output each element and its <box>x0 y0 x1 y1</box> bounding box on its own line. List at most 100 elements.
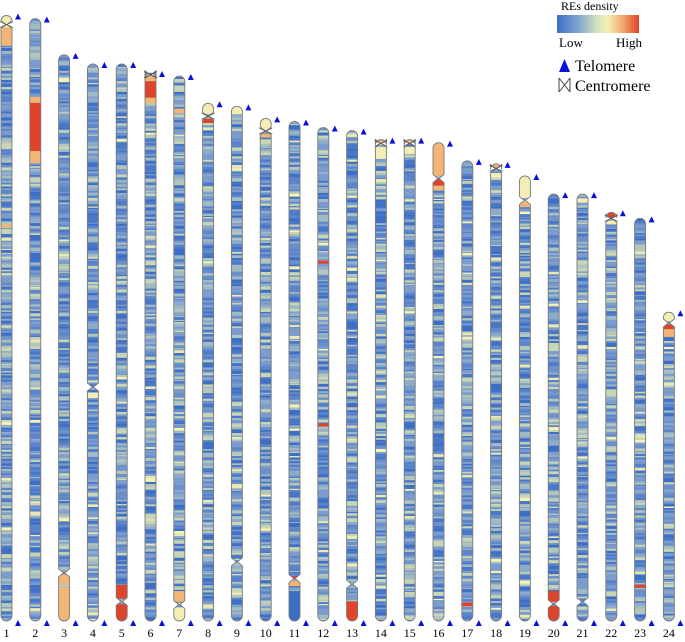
chromosome-density-bands <box>346 130 358 622</box>
telomere-top-icon <box>245 104 252 111</box>
chromosome-14 <box>374 137 396 626</box>
chromosome-24 <box>662 310 684 626</box>
density-hotspot <box>1 224 12 228</box>
telomere-bottom-icon <box>533 620 540 626</box>
density-hotspot <box>173 108 185 114</box>
telomere-bottom-icon <box>475 620 482 626</box>
chromosome-label: 21 <box>577 626 589 640</box>
telomere-bottom-icon <box>72 620 79 626</box>
telomere-top-icon <box>43 16 50 23</box>
telomere-bottom-icon <box>43 620 50 626</box>
density-hotspot <box>346 601 358 621</box>
chromosome-label: 13 <box>346 626 358 640</box>
legend-centromere-label: Centromere <box>575 78 651 95</box>
density-hotspot <box>29 151 41 164</box>
chromosome-3 <box>58 52 79 626</box>
chromosome-9 <box>230 104 252 626</box>
centromere-marker <box>0 21 14 28</box>
chromosome-10 <box>259 116 281 626</box>
telomere-bottom-icon <box>159 620 165 626</box>
chromosome-label: 19 <box>519 626 531 640</box>
density-hotspot <box>29 96 41 103</box>
chromosome-outline <box>547 193 560 622</box>
telomere-bottom-icon <box>187 620 194 626</box>
chromosome-13 <box>346 128 367 626</box>
chromosome-density-bands <box>404 139 416 621</box>
density-hotspot <box>260 133 272 138</box>
legend-high-label: High <box>616 35 643 50</box>
telomere-top-icon <box>648 216 655 223</box>
centromere-marker <box>259 127 273 135</box>
chromosome-density-bands <box>145 73 156 621</box>
chromosome-label: 12 <box>317 626 329 640</box>
chromosome-label: 24 <box>663 626 675 640</box>
density-hotspot <box>145 97 156 104</box>
centromere-marker <box>201 112 215 120</box>
centromere-marker <box>604 215 618 222</box>
density-hotspot <box>433 185 444 191</box>
chromosome-outline <box>634 217 647 622</box>
telomere-top-icon <box>187 74 194 81</box>
centromere-marker <box>489 165 503 172</box>
chromosome-outline <box>317 127 330 622</box>
legend-colorbar <box>557 15 639 33</box>
legend: REs density Low High Telomere Centromere <box>557 0 651 95</box>
chromosome-density-bands <box>317 127 329 621</box>
chromosome-density-bands <box>605 212 617 621</box>
chromosome-label: 3 <box>61 626 67 640</box>
telomere-icon <box>559 59 570 72</box>
telomere-top-icon <box>360 128 367 135</box>
density-hotspot <box>375 139 387 145</box>
telomere-top-icon <box>101 61 108 68</box>
telomere-top-icon <box>562 192 569 199</box>
chromosome-outline <box>605 211 618 622</box>
telomere-top-icon <box>504 161 511 168</box>
chromosome-outline <box>662 311 675 622</box>
chromosome-16 <box>432 140 453 626</box>
chromosome-20 <box>547 192 569 626</box>
chromosome-outline <box>115 63 128 622</box>
chromosome-19 <box>518 173 540 626</box>
chromosome-density-bands <box>548 194 560 622</box>
density-hotspot <box>433 179 444 186</box>
chromosome-outline <box>432 142 445 622</box>
telomere-bottom-icon <box>303 620 309 626</box>
density-hotspot <box>490 172 502 178</box>
density-hotspot <box>663 312 675 322</box>
density-hotspot <box>29 102 41 152</box>
telomere-top-icon <box>475 158 482 165</box>
telomere-bottom-icon <box>216 620 223 626</box>
chromosome-label-group: 1 2 3 4 5 6 7 8 9 10 11 12 13 14 15 16 17 18 19 20 21 22 23 24 <box>4 626 675 640</box>
chromosome-label: 22 <box>605 626 617 640</box>
telomere-bottom-icon <box>274 620 281 626</box>
chromosome-outline <box>58 54 71 622</box>
density-hotspot <box>1 27 12 46</box>
chromosome-outline <box>490 163 503 622</box>
chromosome-2 <box>29 16 50 626</box>
chromosome-21 <box>576 192 597 626</box>
density-hotspot <box>116 584 128 599</box>
chromosome-density-bands <box>289 121 300 622</box>
chromosome-label: 8 <box>205 626 211 640</box>
chromosome-density-bands <box>519 175 531 621</box>
density-hotspot <box>289 576 300 580</box>
telomere-top-icon <box>130 61 137 68</box>
telomere-top-icon <box>389 137 396 144</box>
telomere-top-icon <box>216 101 223 108</box>
chromosome-11 <box>288 119 309 626</box>
chromosome-22 <box>604 210 626 626</box>
density-hotspot <box>317 423 329 427</box>
density-hotspot <box>289 581 300 587</box>
chromosome-label: 14 <box>375 626 387 640</box>
chromosome-outline <box>0 15 13 622</box>
chromosome-18 <box>489 161 511 626</box>
chromosome-label: 10 <box>260 626 272 640</box>
chromosome-outline <box>202 102 215 622</box>
chromosome-outline <box>230 105 243 622</box>
telomere-top-icon <box>447 140 453 147</box>
density-hotspot <box>58 574 70 585</box>
chromosome-density-bands <box>663 312 675 621</box>
chromosome-density-bands <box>634 218 646 621</box>
density-hotspot <box>116 604 128 621</box>
chromosome-6 <box>143 69 165 626</box>
